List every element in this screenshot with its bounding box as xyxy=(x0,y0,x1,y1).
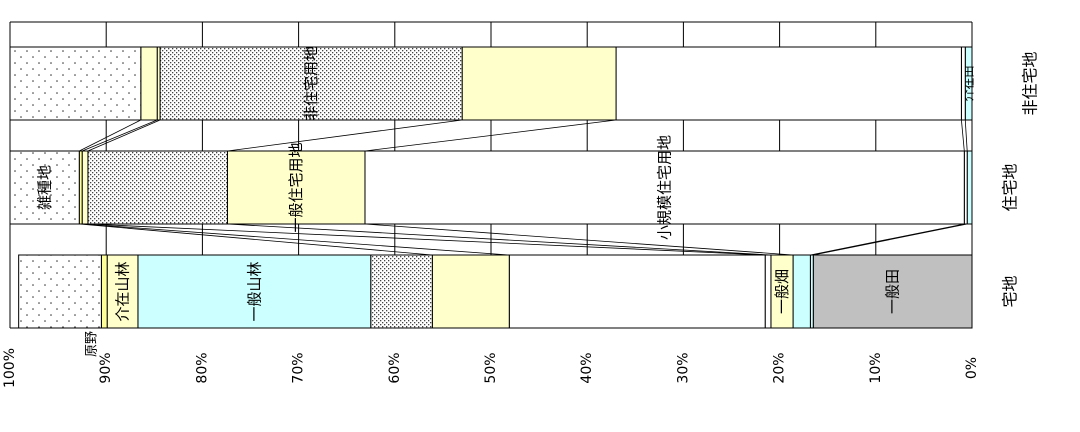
segment-label: 非住宅用地 xyxy=(302,46,320,121)
annotation-label: 原野 xyxy=(84,331,99,357)
segment-label: 一般住宅用地 xyxy=(287,142,305,232)
bar-segment xyxy=(966,150,973,225)
bar-segment xyxy=(370,254,433,329)
bar-宅地: 一般田 一般畑 一般山林 介在山林 xyxy=(18,254,973,329)
segment-label: 一般山林 xyxy=(245,261,263,321)
bar-segment xyxy=(137,254,372,329)
bar-segment xyxy=(792,254,811,329)
bar-segment xyxy=(140,46,158,121)
tick-label: 30% xyxy=(675,352,691,383)
tick-label: 80% xyxy=(194,352,210,383)
series-connector xyxy=(79,223,433,256)
category-label: 住宅地 xyxy=(1001,163,1020,211)
tick-label: 40% xyxy=(579,352,595,383)
bar-segment xyxy=(461,46,617,121)
segment-label: 雑種地 xyxy=(36,165,54,210)
bar-segment xyxy=(812,254,973,329)
series-connector xyxy=(79,119,142,152)
bar-segment xyxy=(764,254,772,329)
tick-label: 90% xyxy=(98,352,114,383)
bar-segment xyxy=(18,254,102,329)
bar-住宅地: 小規模住宅用地 一般住宅用地 雑種地 xyxy=(9,135,973,240)
bar-segment xyxy=(87,150,228,225)
series-connector xyxy=(813,223,968,256)
series-connector xyxy=(81,119,158,152)
bar-segment xyxy=(159,46,463,121)
segment-label: 小規模住宅用地 xyxy=(656,135,674,240)
segment-label: 一般田 xyxy=(884,269,902,314)
bar-segment xyxy=(100,254,108,329)
series-connector xyxy=(227,119,463,152)
bar-segment xyxy=(508,254,766,329)
series-connector xyxy=(87,223,766,256)
series-connector xyxy=(364,119,617,152)
series-connector xyxy=(364,223,794,256)
series-connector xyxy=(227,223,771,256)
bar-segment xyxy=(9,150,80,225)
segment-label: 一般畑 xyxy=(773,269,791,314)
tick-label: 100% xyxy=(2,348,18,388)
bar-segment xyxy=(9,46,142,121)
category-label: 宅地 xyxy=(1001,275,1020,307)
tick-label: 70% xyxy=(291,352,307,383)
segment-label: 介在山林 xyxy=(114,261,132,321)
category-label: 非住宅地 xyxy=(1021,51,1040,115)
bar-segment xyxy=(615,46,962,121)
tick-label: 20% xyxy=(772,352,788,383)
bar-segment xyxy=(364,150,965,225)
series-connector xyxy=(810,223,965,256)
tick-label: 50% xyxy=(483,352,499,383)
series-connector xyxy=(87,119,161,152)
tick-label: 60% xyxy=(387,352,403,383)
series-connector xyxy=(82,223,510,256)
tick-label: 0% xyxy=(964,357,980,379)
tick-label: 10% xyxy=(868,352,884,383)
bar-segment xyxy=(960,46,966,121)
series-connector xyxy=(961,119,965,152)
series-connector xyxy=(964,119,968,152)
plot-area: 一般田 一般畑 一般山林 介在山林 小規模住宅用地 一般住宅用地 雑種地 介在田非住宅用地宅地… xyxy=(2,21,1040,388)
bar-segment xyxy=(431,254,510,329)
bar-segment xyxy=(81,150,89,225)
bar-segment xyxy=(226,150,366,225)
